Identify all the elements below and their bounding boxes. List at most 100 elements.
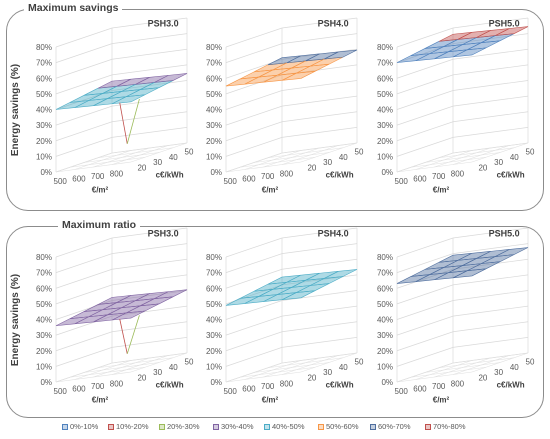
chart2-z-tick-label: 50% [377,90,393,99]
legend-label: 50%-60% [326,422,359,431]
chart4-z-tick-label: 10% [206,362,222,371]
chart5-x-axis-label: €/m² [433,396,450,405]
chart3-x-axis-label: €/m² [92,396,109,405]
legend-label: 30%-40% [221,422,254,431]
chart0-z-tick-label: 80% [36,43,52,52]
chart1-floor-line [281,142,358,154]
chart0-x-tick-label: 800 [110,169,124,178]
legend-swatch [425,423,431,430]
legend-label: 60%-70% [378,422,411,431]
chart0-floor-line [130,142,188,163]
chart1-z-tick-label: 80% [206,43,222,52]
chart1-y-tick-label: 40 [339,153,348,162]
chart5-surface-cell [495,247,529,257]
chart2-y-tick-label: 20 [478,163,487,172]
chart0-z-tick-label: 10% [36,152,52,161]
chart5-z-tick-label: 30% [377,331,393,340]
chart2-y-tick-label: 40 [510,153,519,162]
legend-swatch [62,423,68,430]
chart1-x-tick-label: 600 [242,174,256,183]
chart2-x-tick-label: 500 [395,177,409,186]
chart3-dip-line [119,318,128,354]
chart1-z-tick-label: 60% [206,74,222,83]
chart0-y-tick-label: 40 [169,153,178,162]
chart3-z-tick-label: 70% [36,269,52,278]
chart3-x-tick-label: 700 [91,382,105,391]
legend-item: 50%-60% [318,422,359,431]
chart1-y-tick-label: 20 [307,163,316,172]
chart3-y-tick-label: 50 [185,358,194,367]
chart5-x-tick-label: 500 [395,387,409,396]
chart5-z-tick-label: 50% [377,300,393,309]
chart1-z-tick-label: 10% [206,152,222,161]
legend-label: 10%-20% [116,422,149,431]
chart4-z-tick-label: 50% [206,300,222,309]
chart0-dip-line [119,102,128,144]
chart2-floor-line [453,145,510,165]
chart0-x-tick-label: 600 [72,174,86,183]
chart0-z-tick-label: 40% [36,106,52,115]
chart5-z-tick-label: 60% [377,284,393,293]
legend-item: 40%-50% [264,422,305,431]
chart5-z-tick-label: 20% [377,347,393,356]
chart3-z-tick-label: 0% [40,378,52,387]
chart1-surface-cell [324,49,358,60]
chart5-z-tick-label: 80% [377,253,393,262]
chart5-y-axis-label: c€/kWh [497,380,525,389]
chart2-floor-line [452,142,529,154]
chart0-y-tick-label: 20 [137,163,146,172]
chart5-y-tick-label: 50 [526,358,535,367]
chart1-y-tick-label: 30 [323,158,332,167]
chart5-floor-line [453,355,510,375]
chart3-z-tick-label: 40% [36,316,52,325]
chart5-z-tick-label: 40% [377,316,393,325]
chart1-y-tick-label: 50 [355,148,364,157]
legend-item: 70%-80% [425,422,466,431]
legend-item: 10%-20% [108,422,149,431]
chart5-floor-line [471,352,529,373]
chart0-floor-line [83,152,160,163]
chart5-x-tick-label: 800 [451,379,465,388]
legend-label: 0%-10% [70,422,99,431]
chart3-title: PSH3.0 [148,228,179,238]
chart2-surface-cell [495,26,529,36]
chart3-z-tick-label: 50% [36,300,52,309]
legend-label: 40%-50% [272,422,305,431]
chart1-z-tick-label: 40% [206,106,222,115]
chart5-floor-line [452,352,529,364]
chart0-floor-line [111,142,188,154]
chart5-z-tick-label: 70% [377,269,393,278]
legend-swatch [264,423,270,430]
chart4-y-tick-label: 20 [307,373,316,382]
chart3-floor-line [130,352,188,373]
chart2-z-tick-label: 0% [381,168,393,177]
legend-swatch [108,423,114,430]
chart0-x-tick-label: 500 [54,177,68,186]
chart5-z-tick-label: 0% [381,378,393,387]
chart1-z-tick-label: 30% [206,121,222,130]
chart0-floor-line [97,147,174,159]
chart3-x-tick-label: 800 [110,379,124,388]
chart4-floor-line [282,355,339,375]
chart1-floor-line [267,147,344,159]
chart2-z-tick-label: 30% [377,121,393,130]
chart4-z-tick-label: 80% [206,253,222,262]
chart3-x-tick-label: 500 [54,387,68,396]
chart0-z-axis-label: Energy savings (%) [10,64,21,156]
legend-swatch [370,423,376,430]
chart2-x-axis-label: €/m² [433,186,450,195]
chart1-floor-line [300,142,358,163]
chart4-floor-line [267,357,344,369]
legend-swatch [159,423,165,430]
chart1-x-tick-label: 800 [280,169,294,178]
chart2-y-axis-label: c€/kWh [497,170,525,179]
chart3-z-axis-label: Energy savings (%) [10,274,21,366]
chart3-floor-line [83,362,160,373]
chart4-x-tick-label: 600 [242,384,256,393]
chart4-z-tick-label: 40% [206,316,222,325]
chart5-z-tick-label: 10% [377,362,393,371]
chart0-dip-line [126,98,140,144]
chart2-z-tick-label: 40% [377,106,393,115]
chart2-floor-line [471,142,529,163]
